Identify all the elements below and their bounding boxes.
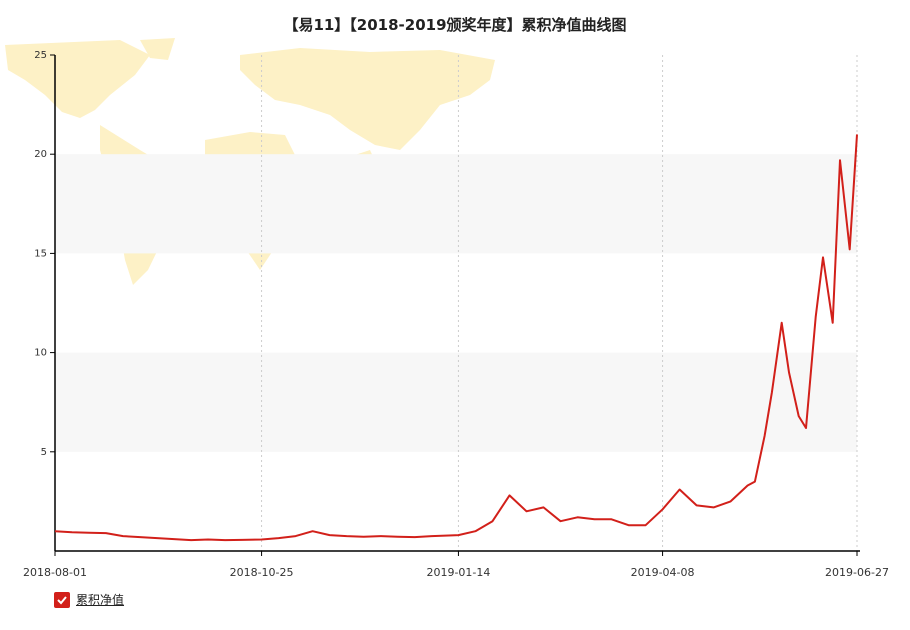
- y-tick-label: 5: [41, 447, 47, 458]
- y-tick-label: 15: [34, 248, 47, 259]
- x-tick-label: 2019-06-27: [825, 566, 889, 579]
- series-line: [54, 134, 858, 542]
- y-tick-label: 25: [34, 50, 47, 61]
- legend-item[interactable]: 累积净值: [54, 591, 124, 608]
- checkbox-icon[interactable]: [54, 591, 70, 608]
- chart-title: 【易11】【2018-2019颁奖年度】累积净值曲线图: [283, 16, 627, 34]
- x-tick-label: 2018-10-25: [230, 566, 294, 579]
- x-tick-label: 2019-01-14: [426, 566, 490, 579]
- grid-band: [55, 154, 857, 254]
- x-tick-label: 2018-08-01: [23, 566, 87, 579]
- y-tick-label: 10: [34, 348, 47, 359]
- y-tick-label: 20: [34, 149, 47, 160]
- legend-label: 累积净值: [76, 593, 125, 607]
- grid-band: [55, 352, 857, 452]
- x-tick-label: 2019-04-08: [631, 566, 695, 579]
